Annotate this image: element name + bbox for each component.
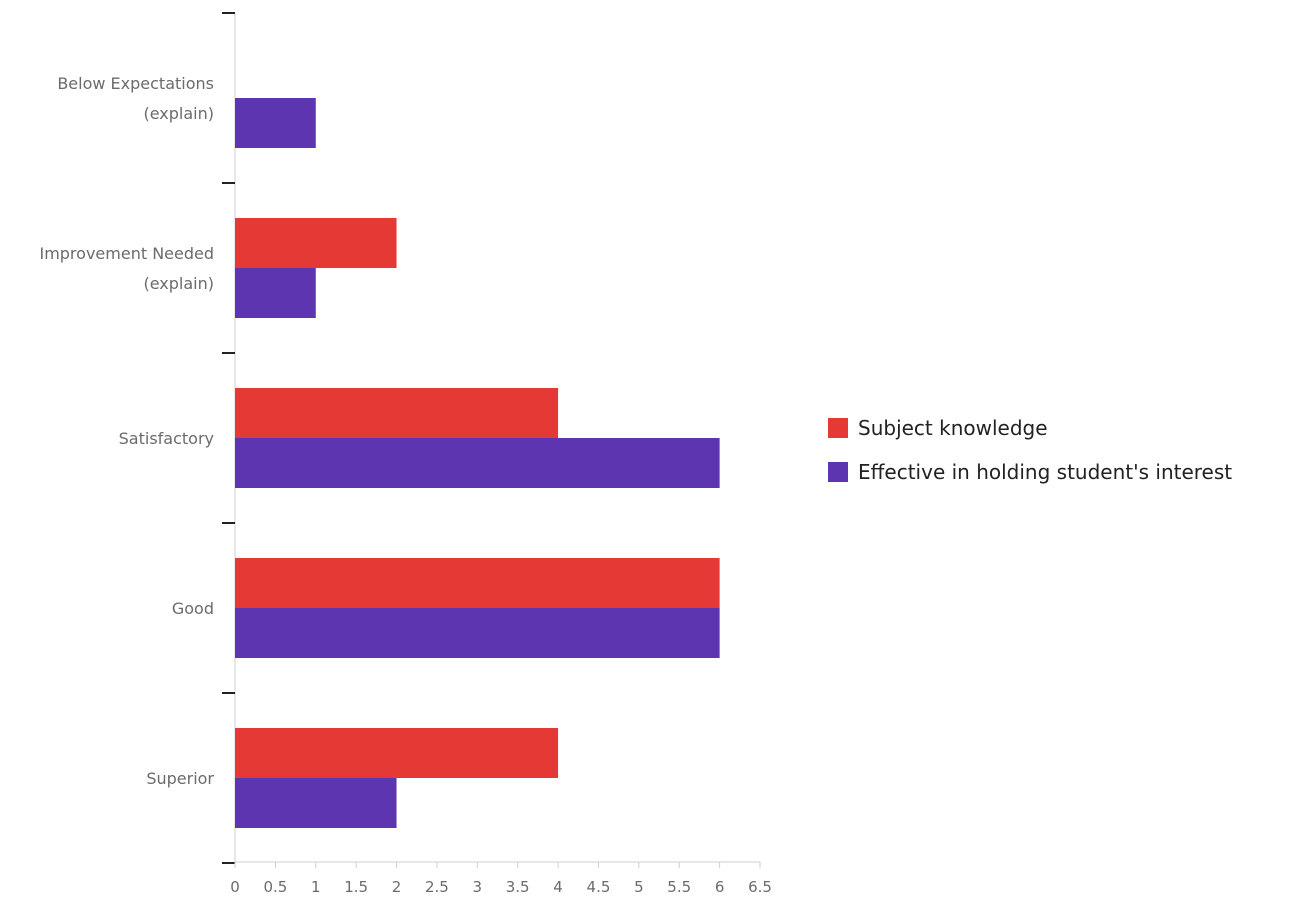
x-tick-label: 3 xyxy=(473,878,483,896)
category-label: Improvement Needed (explain) xyxy=(39,244,214,293)
category-label-line: (explain) xyxy=(143,104,214,123)
x-tick-label: 5.5 xyxy=(667,878,691,896)
category-label-line: Improvement Needed xyxy=(39,244,214,263)
x-tick-label: 1 xyxy=(311,878,321,896)
category-label-line: Satisfactory xyxy=(119,429,214,448)
x-axis: 0 0.5 1 1.5 2 2.5 3 3.5 4 4.5 5 5.5 6 6.5 xyxy=(230,861,772,896)
category-label-line: Superior xyxy=(146,769,214,788)
legend-swatch xyxy=(828,418,848,438)
bar-subject-knowledge xyxy=(235,558,720,608)
x-tick-label: 6 xyxy=(715,878,725,896)
x-tick-label: 4.5 xyxy=(587,878,611,896)
x-tick-label: 6.5 xyxy=(748,878,772,896)
x-tick-label: 0.5 xyxy=(263,878,287,896)
legend-label: Effective in holding student's interest xyxy=(858,460,1232,484)
bar-subject-knowledge xyxy=(235,218,397,268)
x-tick-label: 3.5 xyxy=(506,878,530,896)
category-label: Good xyxy=(172,599,214,618)
bar-holding-interest xyxy=(235,438,720,488)
bar-holding-interest xyxy=(235,778,397,828)
legend-swatch xyxy=(828,462,848,482)
legend: Subject knowledge Effective in holding st… xyxy=(828,416,1232,484)
category-label: Below Expectations (explain) xyxy=(57,74,214,123)
x-tick-label: 4 xyxy=(553,878,563,896)
category-label: Satisfactory xyxy=(119,429,214,448)
category-label-line: Below Expectations xyxy=(57,74,214,93)
x-tick-label: 1.5 xyxy=(344,878,368,896)
legend-label: Subject knowledge xyxy=(858,416,1048,440)
x-tick-label: 2 xyxy=(392,878,402,896)
category-labels: Below Expectations (explain)Improvement N… xyxy=(39,74,214,788)
category-label-line: (explain) xyxy=(143,274,214,293)
x-tick-label: 2.5 xyxy=(425,878,449,896)
bars xyxy=(235,98,720,828)
bar-holding-interest xyxy=(235,608,720,658)
bar-holding-interest xyxy=(235,98,316,148)
category-label-line: Good xyxy=(172,599,214,618)
x-tick-label: 0 xyxy=(230,878,240,896)
bar-subject-knowledge xyxy=(235,728,559,778)
y-axis xyxy=(222,12,236,864)
bar-holding-interest xyxy=(235,268,316,318)
category-label: Superior xyxy=(146,769,214,788)
bar-subject-knowledge xyxy=(235,388,559,438)
x-tick-label: 5 xyxy=(634,878,644,896)
